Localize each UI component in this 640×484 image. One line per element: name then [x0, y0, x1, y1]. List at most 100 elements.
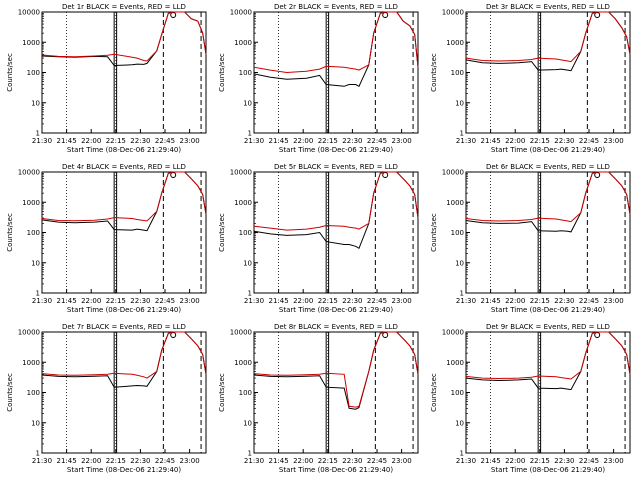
lld-series-line: [253, 331, 419, 408]
y-axis-label: Counts/sec: [6, 53, 14, 92]
x-axis-label: Start Time (08-Dec-06 21:29:40): [279, 306, 393, 314]
x-axis-label: Start Time (08-Dec-06 21:29:40): [67, 466, 181, 474]
panel-2: Det 2r BLACK = Events, RED = LLD 1 10 100 10…: [218, 3, 419, 154]
x-tick-label: 22:45: [155, 297, 175, 305]
lld-series-line: [465, 171, 631, 223]
y-axis-label: Counts/sec: [6, 213, 14, 252]
x-tick-label: 22:00: [293, 137, 313, 145]
peak-marker: [382, 332, 389, 338]
panel-title: Det 9r BLACK = Events, RED = LLD: [486, 323, 610, 331]
x-tick-label: 22:15: [106, 297, 126, 305]
x-tick-label: 22:30: [342, 457, 362, 465]
panel-1: Det 1r BLACK = Events, RED = LLD 1 10 100 10…: [6, 3, 207, 154]
x-tick-label: 21:45: [57, 297, 77, 305]
x-tick-label: 22:00: [81, 137, 101, 145]
y-tick-label: 1000: [22, 39, 40, 47]
peak-marker: [170, 332, 177, 338]
x-tick-label: 21:30: [244, 457, 264, 465]
x-tick-label: 21:45: [481, 137, 501, 145]
x-tick-label: 22:00: [505, 297, 525, 305]
panel-5: Det 5r BLACK = Events, RED = LLD 1 10 100 10…: [218, 163, 419, 314]
y-tick-label: 10000: [442, 329, 464, 337]
x-tick-label: 22:00: [293, 457, 313, 465]
y-tick-label: 100: [239, 69, 252, 77]
x-tick-label: 22:15: [530, 137, 550, 145]
x-tick-label: 22:00: [81, 457, 101, 465]
y-tick-label: 10: [243, 259, 252, 267]
panel-title: Det 1r BLACK = Events, RED = LLD: [62, 3, 186, 11]
lld-series-line: [41, 11, 207, 62]
x-tick-label: 23:00: [604, 297, 624, 305]
y-tick-label: 10: [455, 99, 464, 107]
lld-series-line: [41, 331, 207, 379]
y-tick-label: 1: [460, 290, 464, 298]
y-tick-label: 100: [27, 389, 40, 397]
x-tick-label: 22:45: [579, 297, 599, 305]
x-tick-label: 21:30: [244, 137, 264, 145]
x-tick-label: 23:00: [392, 457, 412, 465]
x-tick-label: 21:30: [32, 297, 52, 305]
lld-series-line: [465, 11, 631, 63]
y-tick-label: 10000: [18, 329, 40, 337]
y-tick-label: 1: [248, 450, 252, 458]
y-tick-label: 10: [31, 419, 40, 427]
x-tick-label: 22:30: [554, 137, 574, 145]
y-tick-label: 10: [243, 419, 252, 427]
panel-title: Det 7r BLACK = Events, RED = LLD: [62, 323, 186, 331]
y-tick-label: 100: [451, 389, 464, 397]
x-tick-label: 21:45: [269, 137, 289, 145]
events-series-line: [465, 11, 631, 72]
x-tick-label: 21:45: [57, 137, 77, 145]
events-series-line: [253, 331, 419, 410]
y-tick-label: 1: [36, 130, 40, 138]
panel-title: Det 6r BLACK = Events, RED = LLD: [486, 163, 610, 171]
y-tick-label: 1000: [446, 39, 464, 47]
x-tick-label: 22:00: [81, 297, 101, 305]
x-tick-label: 22:00: [505, 457, 525, 465]
y-axis-label: Counts/sec: [218, 373, 226, 412]
y-tick-label: 100: [451, 69, 464, 77]
y-tick-label: 1000: [446, 359, 464, 367]
x-tick-label: 21:45: [481, 457, 501, 465]
y-tick-label: 1: [460, 450, 464, 458]
panel-title: Det 2r BLACK = Events, RED = LLD: [274, 3, 398, 11]
y-tick-label: 100: [451, 229, 464, 237]
panel-8: Det 8r BLACK = Events, RED = LLD 1 10 100 10…: [218, 323, 419, 474]
panel-7: Det 7r BLACK = Events, RED = LLD 1 10 100 10…: [6, 323, 207, 474]
x-tick-label: 22:00: [505, 137, 525, 145]
y-tick-label: 1000: [234, 39, 252, 47]
peak-marker: [170, 12, 177, 18]
lld-series-line: [41, 171, 207, 222]
y-tick-label: 10000: [230, 9, 252, 17]
x-tick-label: 21:30: [456, 297, 476, 305]
x-axis-label: Start Time (08-Dec-06 21:29:40): [491, 146, 605, 154]
y-axis-label: Counts/sec: [430, 213, 438, 252]
x-tick-label: 22:00: [293, 297, 313, 305]
x-tick-label: 22:45: [579, 137, 599, 145]
y-tick-label: 100: [239, 229, 252, 237]
panel-6: Det 6r BLACK = Events, RED = LLD 1 10 100 10…: [430, 163, 631, 314]
y-tick-label: 100: [239, 389, 252, 397]
y-tick-label: 1: [460, 130, 464, 138]
x-tick-label: 22:45: [155, 457, 175, 465]
y-axis-label: Counts/sec: [218, 213, 226, 252]
x-tick-label: 23:00: [180, 297, 200, 305]
panel-9: Det 9r BLACK = Events, RED = LLD 1 10 100 10…: [430, 323, 631, 474]
x-tick-label: 22:45: [367, 457, 387, 465]
x-tick-label: 22:15: [318, 137, 338, 145]
x-tick-label: 21:30: [32, 457, 52, 465]
x-axis-label: Start Time (08-Dec-06 21:29:40): [279, 146, 393, 154]
x-tick-label: 23:00: [180, 457, 200, 465]
y-tick-label: 10: [243, 99, 252, 107]
x-tick-label: 22:45: [367, 297, 387, 305]
y-tick-label: 1000: [22, 199, 40, 207]
y-tick-label: 1: [248, 130, 252, 138]
y-tick-label: 1: [248, 290, 252, 298]
y-tick-label: 1000: [234, 359, 252, 367]
y-tick-label: 10: [455, 259, 464, 267]
x-tick-label: 22:15: [318, 457, 338, 465]
x-tick-label: 22:45: [367, 137, 387, 145]
y-tick-label: 10000: [442, 9, 464, 17]
events-series-line: [253, 171, 419, 250]
